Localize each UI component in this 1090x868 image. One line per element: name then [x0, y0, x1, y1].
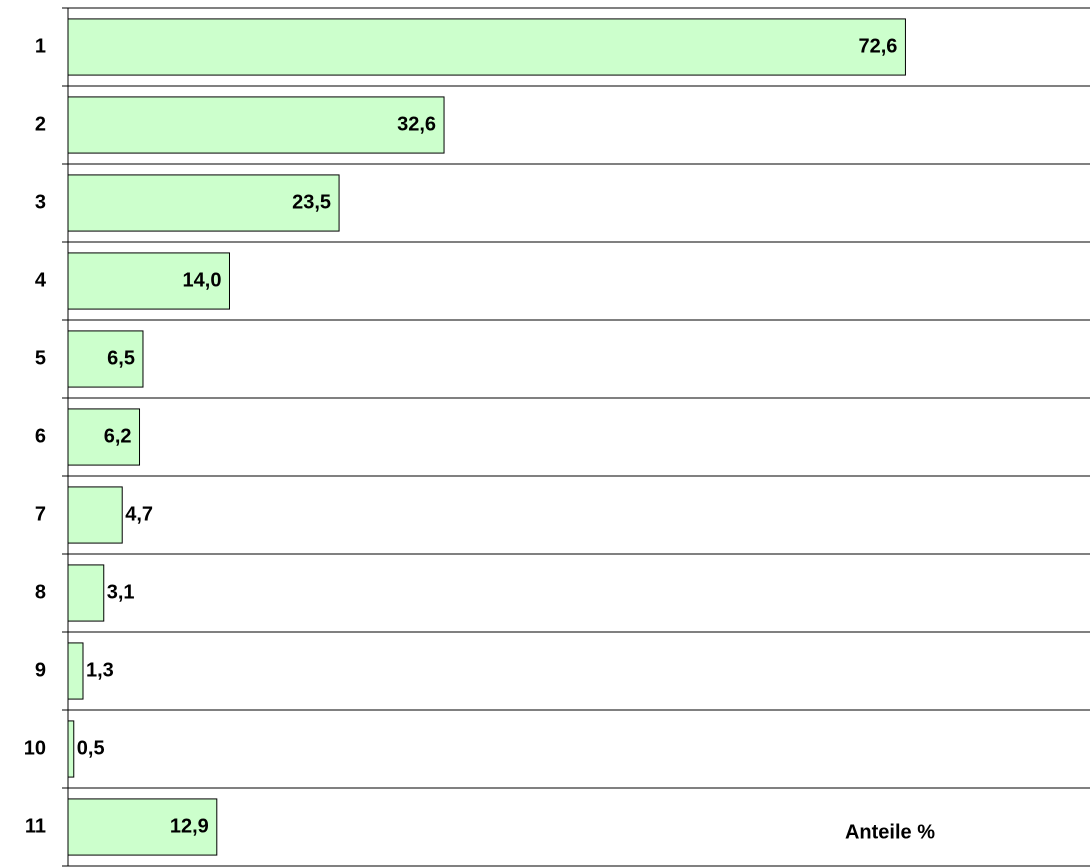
- value-label: 0,5: [77, 737, 105, 759]
- bar: [67, 18, 906, 76]
- bar: [67, 408, 141, 466]
- value-label: 6,2: [104, 425, 132, 447]
- bar: [67, 174, 340, 232]
- y-tick-label: 11: [25, 815, 46, 837]
- value-label: 6,5: [107, 347, 135, 369]
- y-tick-label: 6: [35, 425, 46, 447]
- bar: [67, 330, 144, 388]
- value-label: 14,0: [183, 269, 222, 291]
- y-tick-label: 2: [35, 113, 46, 135]
- y-tick-label: 4: [35, 269, 47, 291]
- bar: [67, 798, 218, 856]
- value-label: 72,6: [859, 35, 898, 57]
- value-label: 1,3: [86, 659, 114, 681]
- bar: [67, 642, 84, 700]
- y-tick-label: 7: [35, 503, 46, 525]
- y-tick-label: 3: [35, 191, 46, 213]
- value-label: 3,1: [107, 581, 135, 603]
- bar: [67, 564, 105, 622]
- value-label: 23,5: [292, 191, 331, 213]
- axis-label: Anteile %: [845, 821, 935, 843]
- y-tick-label: 1: [35, 35, 46, 57]
- y-tick-label: 8: [35, 581, 46, 603]
- value-label: 4,7: [125, 503, 153, 525]
- bar: [67, 486, 123, 544]
- y-tick-label: 9: [35, 659, 46, 681]
- value-label: 32,6: [397, 113, 436, 135]
- bar: [67, 720, 75, 778]
- bar: [67, 96, 445, 154]
- bar: [67, 252, 230, 310]
- y-tick-label: 5: [35, 347, 46, 369]
- y-tick-label: 10: [24, 737, 46, 759]
- value-label: 12,9: [170, 815, 209, 837]
